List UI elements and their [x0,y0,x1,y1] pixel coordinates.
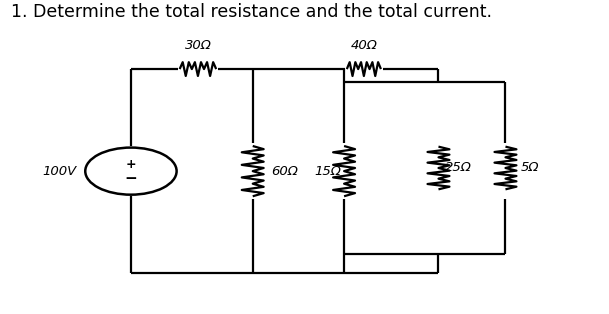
Text: 15Ω: 15Ω [314,165,341,178]
Text: 5Ω: 5Ω [521,161,539,175]
Text: 1. Determine the total resistance and the total current.: 1. Determine the total resistance and th… [11,3,492,21]
Text: 40Ω: 40Ω [350,39,378,52]
Text: 25Ω: 25Ω [445,161,471,175]
Text: +: + [125,158,136,171]
Text: 30Ω: 30Ω [185,39,211,52]
Text: −: − [125,171,137,186]
Text: 100V: 100V [42,165,76,178]
Text: 60Ω: 60Ω [271,165,298,178]
